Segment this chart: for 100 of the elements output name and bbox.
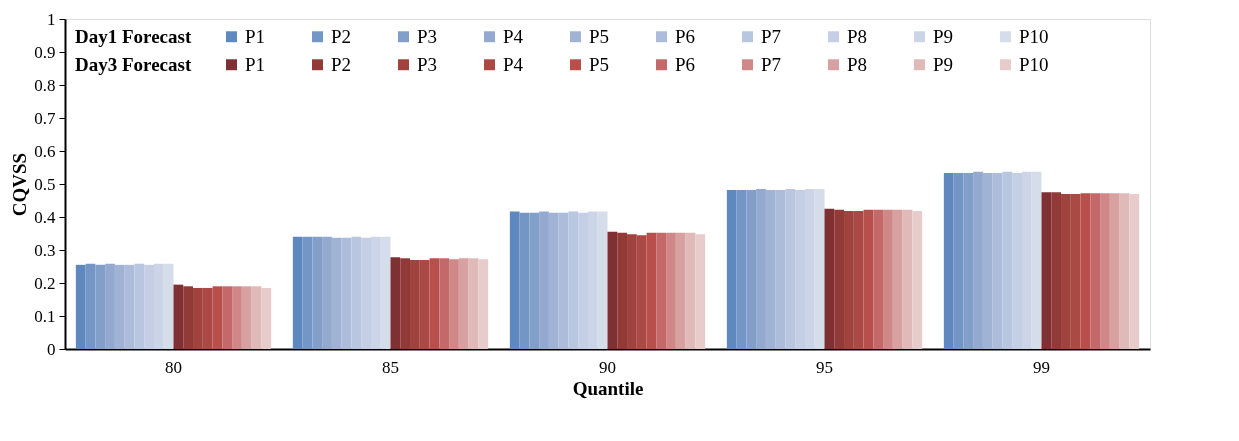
bar	[458, 258, 469, 349]
legend-label: P3	[417, 53, 438, 75]
bar	[892, 209, 903, 349]
text: Day3 Forecast	[75, 54, 192, 75]
y-tick-label: 0.1	[34, 306, 56, 326]
bar	[863, 209, 874, 349]
bar	[1119, 193, 1130, 349]
x-axis-title: Quantile	[572, 377, 644, 399]
bar	[736, 189, 747, 349]
bar	[695, 234, 706, 349]
bar	[449, 259, 459, 349]
bar	[963, 173, 974, 349]
bar	[746, 189, 757, 349]
legend-label: P10	[1019, 25, 1049, 47]
bar	[883, 209, 893, 349]
bar	[222, 286, 233, 349]
bar	[824, 208, 835, 349]
legend-label: P8	[847, 53, 868, 75]
y-tick-label: 0.2	[34, 273, 56, 293]
bar	[685, 232, 696, 349]
legend-label: P1	[245, 25, 266, 47]
y-tick-label: 0.7	[34, 108, 56, 128]
bar	[322, 236, 332, 349]
bar	[212, 286, 223, 349]
bar	[312, 236, 323, 349]
bar	[834, 209, 845, 349]
x-tick-label: 95	[816, 357, 833, 377]
bar	[617, 232, 628, 349]
legend-label: P9	[933, 25, 954, 47]
bar	[1109, 193, 1120, 349]
bar	[607, 231, 618, 349]
legend-label: P4	[503, 53, 524, 75]
y-tick-label: 0.6	[34, 141, 56, 161]
bar	[539, 211, 549, 349]
bar	[902, 209, 913, 349]
bar	[183, 286, 194, 349]
legend-label: P6	[675, 53, 696, 75]
bar	[1041, 192, 1052, 349]
legend-label: P1	[245, 53, 266, 75]
x-tick-label: 99	[1033, 357, 1050, 377]
bar	[468, 258, 479, 349]
y-tick-label: 1	[47, 9, 56, 29]
bar	[1090, 193, 1101, 349]
legend-label: P6	[675, 25, 696, 47]
y-tick-label: 0.5	[34, 174, 56, 194]
x-tick-label: 90	[599, 357, 616, 377]
bar	[241, 286, 252, 349]
legend-label: P4	[503, 25, 524, 47]
bar	[973, 171, 983, 349]
bar	[292, 236, 303, 349]
bar	[953, 173, 964, 349]
bar	[529, 212, 540, 349]
bar	[85, 263, 96, 349]
bar	[912, 211, 923, 349]
y-axis-title: CQVSS	[9, 152, 31, 217]
bar	[873, 209, 884, 349]
y-tick-label: 0.4	[34, 207, 56, 227]
legend-label: P8	[847, 25, 868, 47]
bar	[251, 286, 262, 349]
legend-label: P3	[417, 25, 438, 47]
bar	[519, 212, 530, 349]
legend-label: P5	[589, 25, 610, 47]
x-tick-label: 80	[165, 357, 182, 377]
bar	[95, 264, 106, 349]
y-tick-label: 0.8	[34, 75, 56, 95]
y-tick-label: 0.9	[34, 42, 56, 62]
text: Day1 Forecast	[75, 26, 192, 47]
legend-label: P7	[761, 25, 782, 47]
bar	[232, 286, 242, 349]
legend-label: P9	[933, 53, 954, 75]
bar	[509, 211, 520, 349]
legend-label: P7	[761, 53, 782, 75]
bar	[75, 264, 86, 349]
bar	[943, 173, 954, 349]
legend-label: P5	[589, 53, 610, 75]
bar	[1129, 193, 1140, 349]
bar	[400, 258, 411, 349]
legend-label: P10	[1019, 53, 1049, 75]
bar	[666, 232, 676, 349]
bar	[646, 232, 657, 349]
x-tick-label: 85	[382, 357, 399, 377]
legend-label: P2	[331, 25, 352, 47]
bar	[439, 258, 450, 349]
bar	[756, 188, 766, 349]
bar	[675, 232, 686, 349]
y-tick-label: 0	[47, 339, 56, 359]
bar	[1051, 192, 1062, 349]
bar	[261, 287, 272, 349]
bar	[478, 259, 489, 349]
y-tick-label: 0.3	[34, 240, 56, 260]
bar	[656, 232, 667, 349]
bar	[302, 236, 313, 349]
bar	[173, 284, 184, 349]
bar	[390, 257, 401, 349]
bar	[1080, 193, 1091, 349]
bar	[429, 258, 440, 349]
legend-label: P2	[331, 53, 352, 75]
bar	[1100, 193, 1110, 349]
bar	[726, 189, 737, 349]
bar	[105, 263, 115, 349]
